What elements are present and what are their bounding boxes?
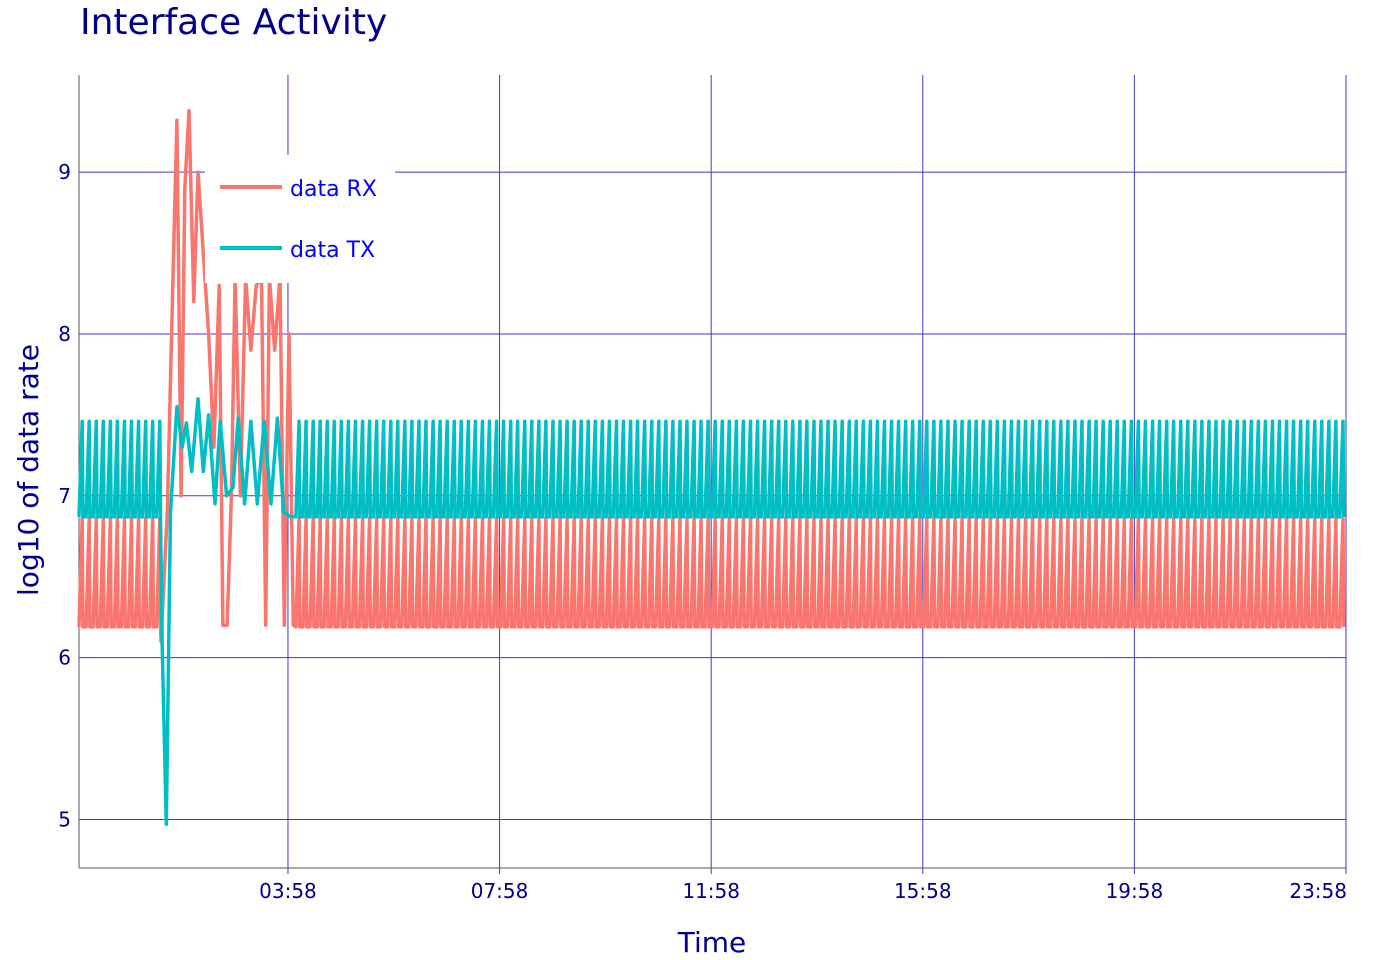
y-tick-label: 9 — [58, 160, 71, 184]
y-tick-label: 6 — [58, 646, 71, 670]
x-tick-label: 23:58 — [1289, 879, 1347, 903]
legend-label-rx: data RX — [290, 177, 377, 202]
chart-title: Interface Activity — [80, 2, 388, 43]
x-tick-label: 19:58 — [1106, 879, 1164, 903]
x-axis-title: Time — [677, 926, 747, 959]
series — [77, 108, 1346, 827]
series-line-tx — [77, 396, 1346, 827]
y-tick-label: 5 — [58, 807, 71, 831]
y-axis-title: log10 of data rate — [12, 344, 45, 596]
legend-background — [205, 155, 395, 283]
y-tick-label: 8 — [58, 322, 71, 346]
legend-label-tx: data TX — [290, 238, 375, 263]
x-tick-label: 15:58 — [894, 879, 952, 903]
legend: data RX data TX — [205, 155, 395, 283]
y-tick-label: 7 — [58, 484, 71, 508]
series-line-rx — [77, 108, 1346, 644]
x-tick-label: 07:58 — [471, 879, 529, 903]
x-tick-label: 03:58 — [259, 879, 317, 903]
x-tick-label: 11:58 — [682, 879, 740, 903]
